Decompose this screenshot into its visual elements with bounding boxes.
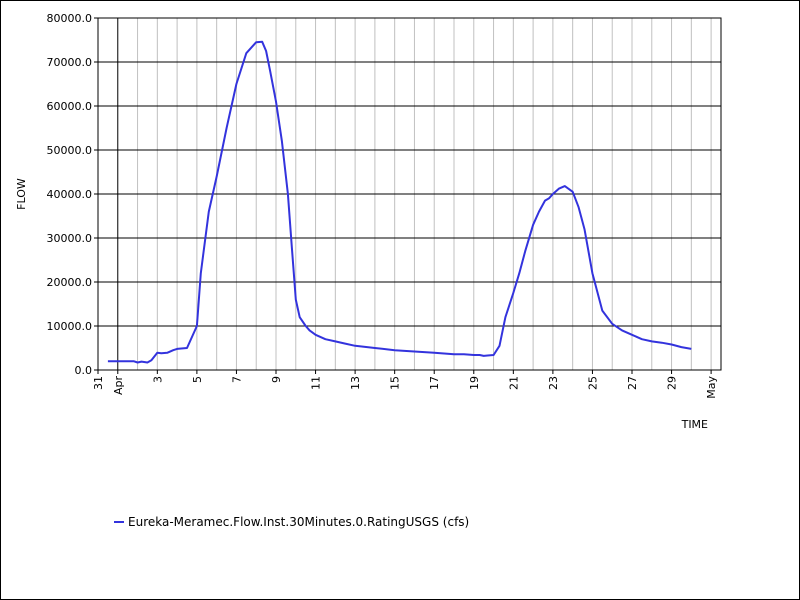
x-tick-label: 13	[349, 376, 362, 390]
x-tick-label: 5	[191, 376, 204, 383]
x-tick-label: May	[705, 376, 718, 399]
legend-swatch	[114, 521, 124, 523]
x-tick-label: 11	[310, 376, 323, 390]
y-tick-label: 70000.0	[47, 56, 93, 69]
y-tick-label: 0.0	[75, 364, 93, 377]
y-tick-label: 40000.0	[47, 188, 93, 201]
y-tick-label: 60000.0	[47, 100, 93, 113]
y-tick-label: 10000.0	[47, 320, 93, 333]
x-tick-label: 3	[151, 376, 164, 383]
x-tick-label: 25	[586, 376, 599, 390]
x-tick-label: 7	[230, 376, 243, 383]
series-layer	[107, 40, 692, 364]
x-tick-label: 15	[389, 376, 402, 390]
y-tick-label: 20000.0	[47, 276, 93, 289]
x-tick-label: 31	[92, 376, 105, 390]
x-tick-labels: 31 Apr 3 5 7 9 11 13 15 17 19 21 23 25 27 29 May	[92, 370, 718, 399]
y-tick-label: 50000.0	[47, 144, 93, 157]
y-tick-label: 80000.0	[47, 12, 93, 25]
series-line	[107, 40, 692, 364]
y-axis-label: FLOW	[15, 178, 28, 210]
x-tick-label: 19	[468, 376, 481, 390]
x-axis-label: TIME	[681, 418, 708, 431]
legend-label: Eureka-Meramec.Flow.Inst.30Minutes.0.Rat…	[128, 515, 470, 529]
major-gridlines	[98, 17, 721, 371]
x-tick-label: 21	[507, 376, 520, 390]
y-tick-labels: 0.0 10000.0 20000.0 30000.0 40000.0 50000.0 60…	[47, 12, 98, 377]
x-tick-label: 29	[666, 376, 679, 390]
y-tick-label: 30000.0	[47, 232, 93, 245]
x-tick-label: 9	[270, 376, 283, 383]
x-tick-label: 27	[626, 376, 639, 390]
x-tick-label: 17	[428, 376, 441, 390]
legend: Eureka-Meramec.Flow.Inst.30Minutes.0.Rat…	[114, 514, 469, 530]
x-tick-label: Apr	[112, 376, 125, 396]
x-tick-label: 23	[547, 376, 560, 390]
